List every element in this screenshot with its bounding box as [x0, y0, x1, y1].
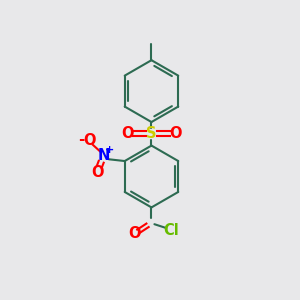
Text: S: S — [146, 126, 157, 141]
Text: +: + — [105, 145, 115, 155]
Text: O: O — [83, 133, 96, 148]
Text: O: O — [121, 126, 134, 141]
Text: N: N — [97, 148, 110, 163]
Text: -: - — [79, 132, 85, 147]
Text: O: O — [169, 126, 182, 141]
Text: O: O — [128, 226, 141, 242]
Text: O: O — [91, 165, 103, 180]
Text: Cl: Cl — [164, 224, 179, 238]
